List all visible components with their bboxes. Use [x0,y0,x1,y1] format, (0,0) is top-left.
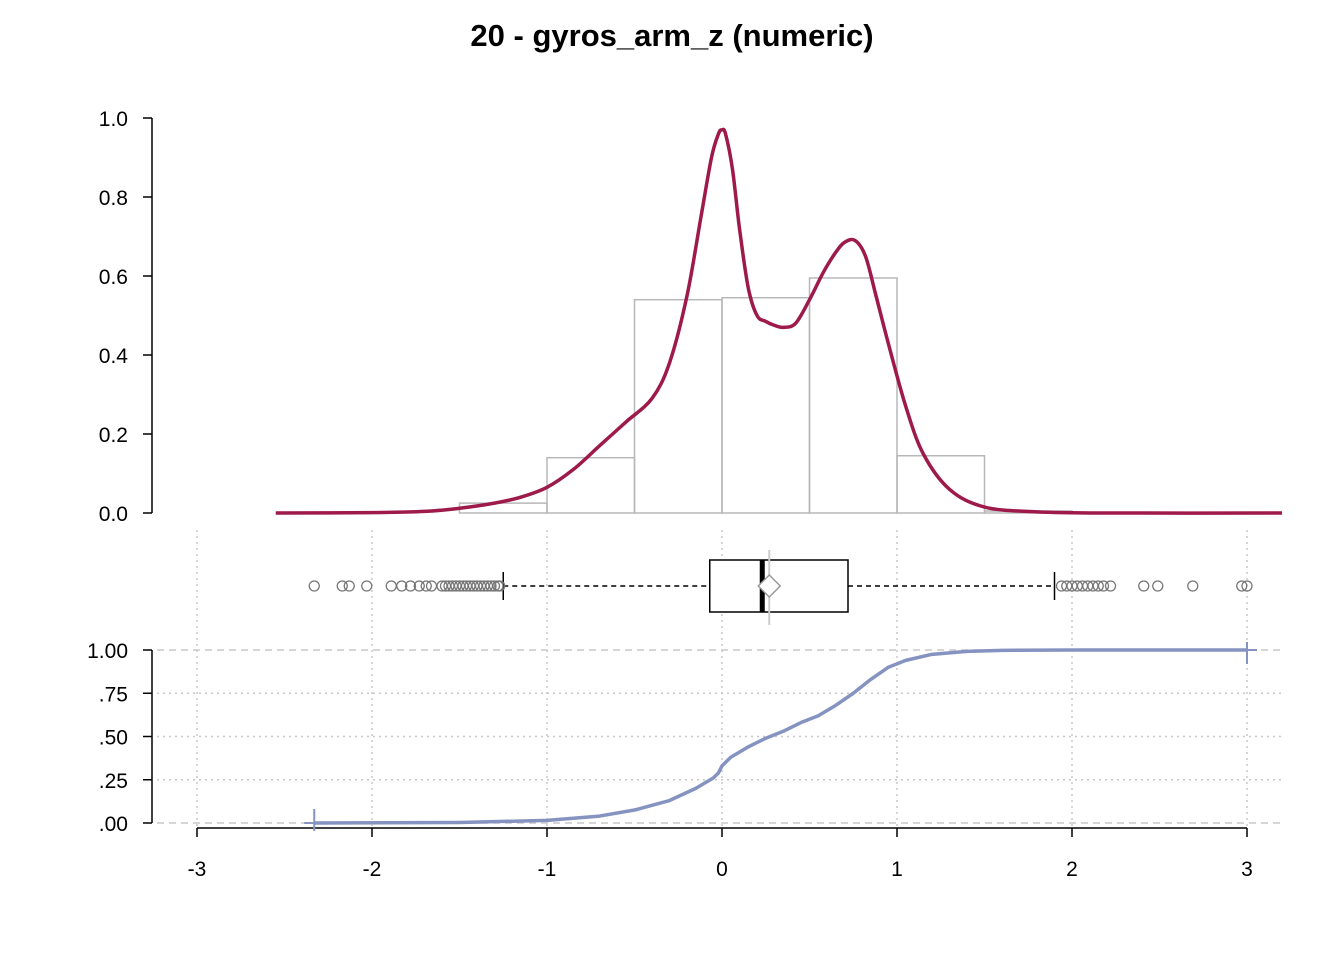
outlier-point [343,580,355,592]
x-tick-label: 0 [716,858,728,881]
outlier-point [1097,580,1110,592]
outlier-point [1138,580,1150,592]
outlier-point [336,580,348,592]
histogram-bar [808,277,898,514]
histogram-panel: 0.0 0.2 0.4 0.6 0.8 1.0 [99,108,1283,526]
outlier-point [1241,580,1253,592]
x-tick-label: 2 [1066,858,1078,881]
x-tick-label: 3 [1241,858,1253,881]
y-tick-label: 0.0 [99,503,128,526]
y-tick-label: 0.6 [99,266,128,289]
ecdf-y-tick-label: .50 [99,727,128,750]
histogram-bar [721,296,811,514]
ecdf-curve [314,648,1247,825]
x-tick-label: -3 [188,858,207,881]
outlier-point [494,580,506,592]
ecdf-y-tick-label: 1.00 [87,640,128,663]
ecdf-y-tick-label: .75 [99,683,128,706]
outlier-point [1152,580,1164,592]
ecdf-panel: 1.00 .75 .50 .25 .00 -3 -2 -1 0 1 2 3 [87,640,1257,881]
mean-marker [757,573,782,599]
x-tick-label: 1 [891,858,903,881]
outlier-point [404,580,417,592]
histogram-bar [546,456,636,514]
outlier-point [1187,580,1199,592]
chart-title: 20 - gyros_arm_z (numeric) [470,18,874,53]
outlier-point [385,580,397,592]
outlier-point [396,580,408,592]
ecdf-y-tick-label: .00 [99,813,128,836]
outlier-point [308,580,320,592]
y-tick-label: 1.0 [99,108,128,131]
outlier-point [1104,580,1117,592]
outlier-point [413,580,425,592]
outlier-point [488,580,501,592]
y-tick-label: 0.8 [99,187,128,210]
ecdf-y-tick-label: .25 [99,770,128,793]
outlier-point [1236,580,1248,592]
boxplot-panel [308,550,1253,625]
x-tick-label: -1 [538,858,557,881]
outlier-point [420,580,432,592]
y-tick-label: 0.4 [99,345,129,368]
density-curve [275,127,1283,515]
outlier-point [1092,580,1104,592]
outlier-point [361,580,373,592]
y-tick-label: 0.2 [99,424,128,447]
x-tick-label: -2 [363,858,382,881]
outlier-point [485,580,497,592]
histogram-bar [896,454,986,514]
